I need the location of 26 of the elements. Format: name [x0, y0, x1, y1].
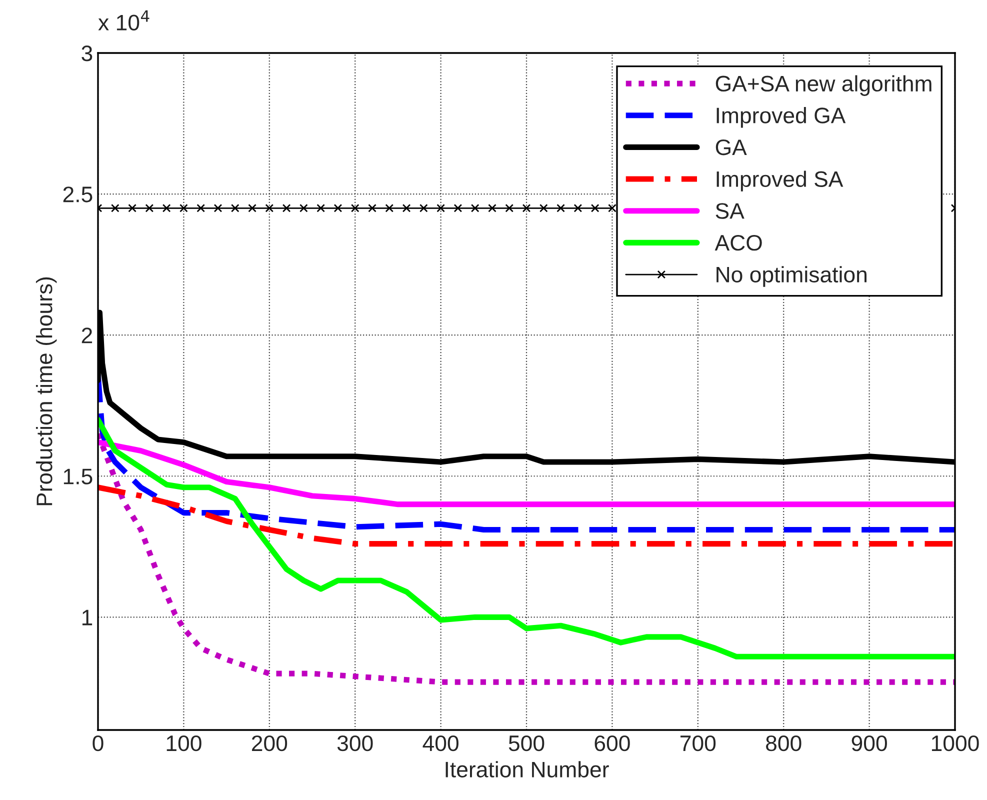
x-tick-label: 600 [594, 735, 630, 752]
x-tick-label: 500 [508, 735, 544, 752]
x-tick-label: 200 [252, 735, 288, 752]
x-tick-label: 900 [852, 735, 887, 752]
y-tick-label: 1.5 [64, 468, 92, 484]
y-tick-label: 2 [82, 328, 92, 344]
x-tick-label: 0 [92, 735, 104, 752]
legend-label: ACO [714, 234, 762, 251]
legend-label: Improved GA [716, 107, 846, 128]
x-tick-label: 700 [680, 735, 716, 752]
y-tick-label: 1 [82, 610, 92, 626]
legend-label: GA+SA new algorithm [716, 75, 932, 96]
legend-label: No optimisation [716, 266, 866, 287]
y-tick-label: 2.5 [63, 186, 92, 202]
text: x 10$^{4}$ [98, 10, 150, 30]
x-tick-label: 800 [766, 735, 802, 752]
x-axis-title: Iteration Number [446, 761, 609, 778]
x-tick-label: 100 [166, 735, 202, 752]
x-tick-label: 400 [422, 735, 458, 752]
legend-label: Improved SA [716, 170, 844, 192]
legend-label: GA [716, 139, 747, 156]
y-tick-label: 3 [82, 46, 92, 62]
y-axis-title: Production time (hours) [36, 277, 57, 506]
x-tick-label: 1000 [932, 735, 979, 752]
x-tick-label: 300 [337, 735, 373, 752]
legend-label: SA [716, 203, 744, 219]
